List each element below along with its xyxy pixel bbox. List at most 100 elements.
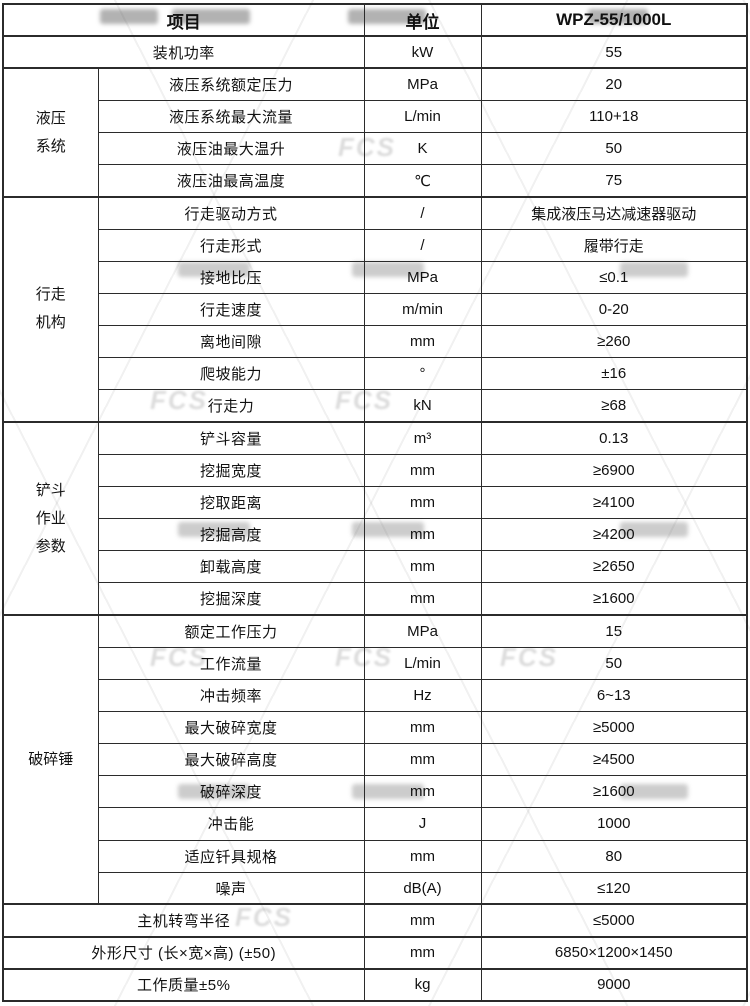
table-row: 液压系统最大流量 L/min 110+18 [3, 99, 748, 134]
value-cell: ≥2650 [480, 550, 748, 584]
table-row: 工作流量 L/min 50 [3, 646, 748, 680]
item-cell: 工作质量±5% [2, 967, 365, 1002]
item-cell: 挖取距离 [97, 485, 365, 520]
table-row: 噪声 dB(A) ≤120 [3, 871, 748, 905]
value-cell: 集成液压马达减速器驱动 [480, 195, 748, 230]
item-cell: 工作流量 [97, 646, 365, 680]
value-cell: ≥4100 [480, 485, 748, 520]
unit-cell: ° [363, 357, 482, 391]
table-row: 离地间隙 mm ≥260 [3, 325, 748, 359]
value-cell: 55 [480, 35, 748, 69]
table-row: 外形尺寸 (长×宽×高) (±50) mm 6850×1200×1450 [2, 935, 748, 970]
spec-table: 项目 单位 WPZ-55/1000L 装机功率 kW 55 液压 系统 液压系统… [2, 3, 748, 1002]
unit-cell: mm [363, 550, 482, 584]
value-cell: ±16 [480, 357, 748, 391]
unit-cell: kg [363, 967, 482, 1002]
value-cell: ≥6900 [480, 453, 748, 487]
item-cell: 破碎深度 [97, 775, 365, 809]
unit-cell: m/min [363, 292, 482, 327]
unit-cell: / [363, 195, 482, 230]
header-unit: 单位 [363, 3, 482, 37]
unit-cell: mm [363, 453, 482, 487]
table-row: 最大破碎宽度 mm ≥5000 [3, 710, 748, 745]
unit-cell: mm [363, 839, 482, 873]
table-row: 行走 机构 行走驱动方式 / 集成液压马达减速器驱动 [2, 195, 748, 423]
item-cell: 冲击频率 [97, 678, 365, 712]
group-cell-breaker: 破碎锤 [2, 613, 99, 905]
value-cell: 15 [480, 613, 748, 648]
item-cell: 卸载高度 [97, 550, 365, 584]
unit-cell: dB(A) [363, 871, 482, 905]
value-cell: ≥68 [480, 389, 748, 423]
header-item: 项目 [2, 3, 365, 37]
item-cell: 冲击能 [97, 807, 365, 841]
unit-cell: kN [363, 389, 482, 423]
item-cell: 液压油最高温度 [97, 164, 365, 198]
unit-cell: / [363, 228, 482, 262]
unit-cell: ℃ [363, 164, 482, 198]
item-cell: 挖掘深度 [97, 582, 365, 616]
unit-cell: L/min [363, 99, 482, 134]
value-cell: 9000 [480, 967, 748, 1002]
item-cell: 最大破碎高度 [97, 743, 365, 777]
unit-cell: mm [363, 903, 482, 938]
value-cell: ≥1600 [480, 775, 748, 809]
value-cell: ≤120 [480, 871, 748, 905]
table-row: 行走形式 / 履带行走 [3, 228, 748, 262]
unit-cell: Hz [363, 678, 482, 712]
item-cell: 行走驱动方式 [97, 195, 365, 230]
item-cell: 行走形式 [97, 228, 365, 262]
value-cell: ≥4200 [480, 517, 748, 552]
table-row: 铲斗 作业 参数 铲斗容量 m³ 0.13 [2, 421, 748, 616]
unit-cell: m³ [363, 421, 482, 455]
item-cell: 液压系统最大流量 [97, 99, 365, 134]
table-row: 液压油最高温度 ℃ 75 [3, 164, 748, 198]
value-cell: ≥5000 [480, 710, 748, 745]
unit-cell: mm [363, 935, 482, 970]
unit-cell: MPa [363, 260, 482, 294]
value-cell: 50 [480, 132, 748, 166]
value-cell: 0-20 [480, 292, 748, 327]
table-row: 挖掘高度 mm ≥4200 [3, 517, 748, 552]
value-cell: ≥260 [480, 325, 748, 359]
value-cell: ≤5000 [480, 903, 748, 938]
item-cell: 装机功率 [2, 35, 365, 69]
item-cell: 液压油最大温升 [97, 132, 365, 166]
value-cell: ≤0.1 [480, 260, 748, 294]
group-cell-hydraulic: 液压 系统 [2, 67, 99, 198]
value-cell: 6~13 [480, 678, 748, 712]
table-row: 最大破碎高度 mm ≥4500 [3, 743, 748, 777]
unit-cell: J [363, 807, 482, 841]
unit-cell: mm [363, 710, 482, 745]
value-cell: 0.13 [480, 421, 748, 455]
unit-cell: mm [363, 775, 482, 809]
table-row: 挖取距离 mm ≥4100 [3, 485, 748, 520]
unit-cell: kW [363, 35, 482, 69]
item-cell: 爬坡能力 [97, 357, 365, 391]
unit-cell: mm [363, 517, 482, 552]
value-cell: 50 [480, 646, 748, 680]
table-row: 工作质量±5% kg 9000 [2, 967, 748, 1002]
table-row: 主机转弯半径 mm ≤5000 [2, 903, 748, 938]
item-cell: 最大破碎宽度 [97, 710, 365, 745]
value-cell: 1000 [480, 807, 748, 841]
item-cell: 液压系统额定压力 [97, 67, 365, 101]
item-cell: 噪声 [97, 871, 365, 905]
group-cell-bucket: 铲斗 作业 参数 [2, 421, 99, 616]
unit-cell: mm [363, 582, 482, 616]
unit-cell: L/min [363, 646, 482, 680]
item-cell: 挖掘宽度 [97, 453, 365, 487]
item-cell: 挖掘高度 [97, 517, 365, 552]
table-header-row: 项目 单位 WPZ-55/1000L [2, 3, 748, 37]
table-row: 冲击频率 Hz 6~13 [3, 678, 748, 712]
table-row: 行走速度 m/min 0-20 [3, 292, 748, 327]
item-cell: 行走力 [97, 389, 365, 423]
value-cell: 80 [480, 839, 748, 873]
table-row: 液压油最大温升 K 50 [3, 132, 748, 166]
header-model: WPZ-55/1000L [480, 3, 748, 37]
item-cell: 离地间隙 [97, 325, 365, 359]
value-cell: 110+18 [480, 99, 748, 134]
value-cell: 履带行走 [480, 228, 748, 262]
table-row: 挖掘宽度 mm ≥6900 [3, 453, 748, 487]
